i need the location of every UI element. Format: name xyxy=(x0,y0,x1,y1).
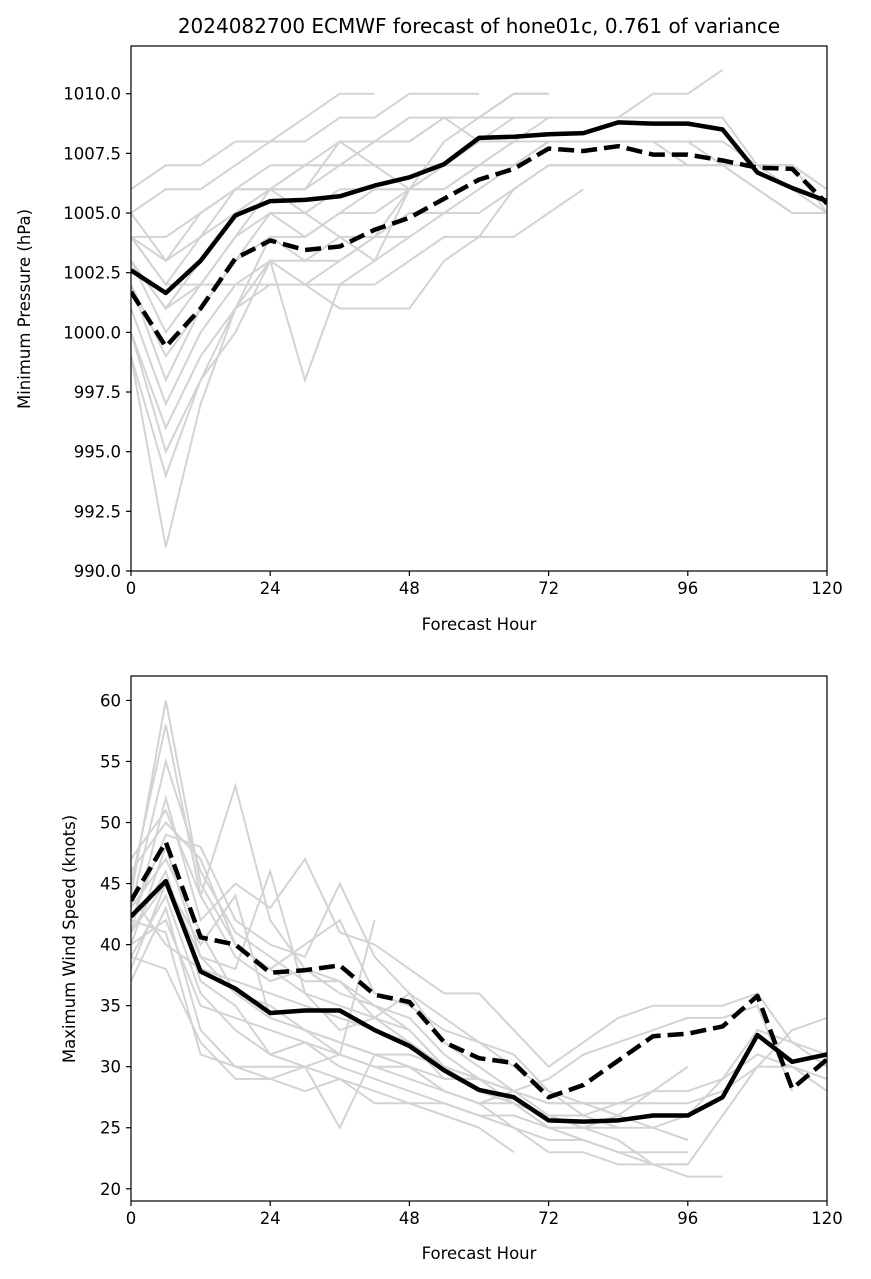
pressure-y-tick-label: 1002.5 xyxy=(63,264,121,283)
pressure-solid-line xyxy=(131,120,827,296)
pressure-axes: 0 24 48 72 96 120 990.0 992.5 995.0 997.5 1000.0 1… xyxy=(15,45,843,634)
pressure-x-tick-label: 72 xyxy=(538,579,559,598)
wind-x-tick-label: 24 xyxy=(260,1209,281,1228)
wind-x-tick-label: 96 xyxy=(677,1209,698,1228)
wind-member-line-16 xyxy=(131,955,794,1105)
wind-dashed-line xyxy=(131,839,827,1100)
wind-x-tick-label: 120 xyxy=(811,1209,843,1228)
pressure-y-tick-label: 992.5 xyxy=(74,502,121,521)
pressure-y-tick-label: 995.0 xyxy=(74,443,121,462)
wind-x-tick-label: 72 xyxy=(538,1209,559,1228)
pressure-series xyxy=(131,120,827,349)
wind-axes: 0 24 48 72 96 120 20 25 30 35 40 45 50 55 60 Forecast… xyxy=(60,675,843,1263)
pressure-member-line-1 xyxy=(131,92,479,214)
pressure-x-tick-label: 0 xyxy=(126,579,137,598)
wind-x-axis-label: Forecast Hour xyxy=(422,1244,537,1263)
wind-member-line-1 xyxy=(131,724,723,1178)
wind-y-tick-label: 40 xyxy=(100,936,121,955)
pressure-x-ticks: 0 24 48 72 96 120 xyxy=(126,571,843,598)
wind-y-tick-label: 35 xyxy=(100,997,121,1016)
pressure-y-ticks: 990.0 992.5 995.0 997.5 1000.0 1002.5 1005.0 10… xyxy=(63,85,131,581)
pressure-dashed-line xyxy=(131,143,827,349)
wind-x-tick-label: 48 xyxy=(399,1209,420,1228)
pressure-member-line-0 xyxy=(131,92,375,191)
wind-y-ticks: 20 25 30 35 40 45 50 55 60 xyxy=(100,691,131,1199)
wind-y-tick-label: 60 xyxy=(100,691,121,710)
wind-y-tick-label: 45 xyxy=(100,875,121,894)
wind-member-line-9 xyxy=(131,868,619,1129)
pressure-y-tick-label: 1005.0 xyxy=(63,204,121,223)
pressure-y-tick-label: 1010.0 xyxy=(63,85,121,104)
wind-y-tick-label: 50 xyxy=(100,814,121,833)
pressure-member-line-16 xyxy=(131,140,549,310)
pressure-y-tick-label: 1000.0 xyxy=(63,323,121,342)
figure-title: 2024082700 ECMWF forecast of hone01c, 0.… xyxy=(178,14,780,38)
pressure-member-line-10 xyxy=(131,188,584,455)
pressure-x-tick-label: 48 xyxy=(399,579,420,598)
pressure-member-line-11 xyxy=(131,236,410,479)
pressure-x-tick-label: 120 xyxy=(811,579,843,598)
wind-solid-line xyxy=(131,878,827,1124)
pressure-y-tick-label: 990.0 xyxy=(74,562,121,581)
pressure-y-tick-label: 997.5 xyxy=(74,383,121,402)
wind-series xyxy=(131,839,827,1124)
wind-y-tick-label: 55 xyxy=(100,752,121,771)
wind-axes-frame xyxy=(130,675,828,1202)
pressure-axes-frame xyxy=(130,45,828,572)
pressure-x-tick-label: 24 xyxy=(260,579,281,598)
wind-y-tick-label: 20 xyxy=(100,1180,121,1199)
wind-y-axis-label: Maximum Wind Speed (knots) xyxy=(60,815,79,1063)
pressure-x-axis-label: Forecast Hour xyxy=(422,615,537,634)
wind-y-tick-label: 25 xyxy=(100,1119,121,1138)
wind-member-line-14 xyxy=(131,919,515,1154)
wind-x-tick-label: 0 xyxy=(126,1209,137,1228)
pressure-y-tick-label: 1007.5 xyxy=(63,144,121,163)
wind-y-tick-label: 30 xyxy=(100,1058,121,1077)
wind-member-line-3 xyxy=(131,794,827,1069)
pressure-y-axis-label: Minimum Pressure (hPa) xyxy=(15,209,34,409)
wind-x-ticks: 0 24 48 72 96 120 xyxy=(126,1201,843,1228)
pressure-x-tick-label: 96 xyxy=(677,579,698,598)
pressure-member-line-13 xyxy=(131,140,515,263)
